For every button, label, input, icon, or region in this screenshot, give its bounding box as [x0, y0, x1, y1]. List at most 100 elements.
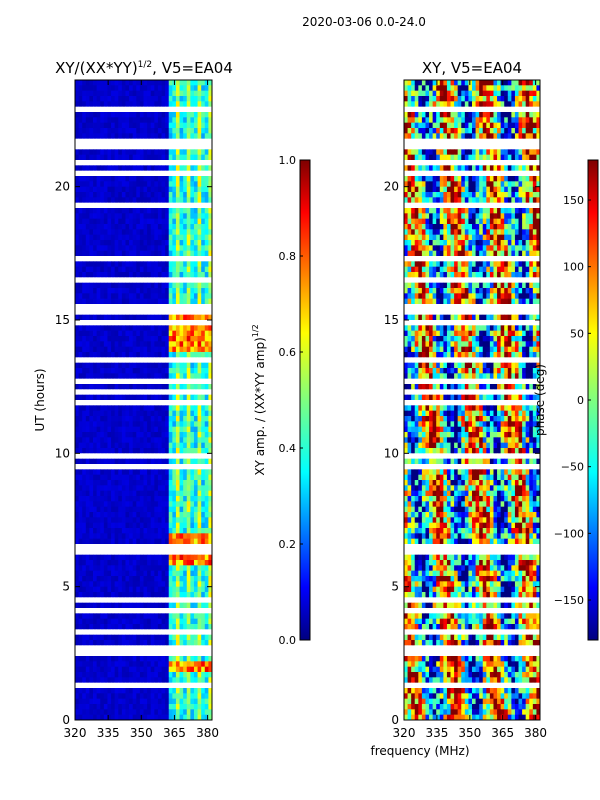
heatmap-cell — [190, 144, 195, 150]
heatmap-cell — [147, 682, 152, 689]
heatmap-cell — [143, 90, 148, 97]
heatmap-cell — [157, 608, 162, 614]
heatmap-cell — [150, 85, 155, 92]
heatmap-cell — [82, 341, 87, 348]
heatmap-cell — [89, 432, 94, 438]
heatmap-cell — [78, 704, 83, 710]
heatmap-cell — [78, 656, 83, 662]
heatmap-cell — [114, 154, 119, 161]
heatmap-cell — [121, 549, 126, 556]
heatmap-cell — [129, 378, 134, 385]
heatmap-cell — [147, 384, 152, 390]
heatmap-cell — [85, 490, 90, 497]
heatmap-cell — [175, 592, 180, 598]
heatmap-cell — [89, 282, 94, 289]
heatmap-cell — [100, 464, 105, 470]
heatmap-cell — [111, 554, 116, 561]
heatmap-cell — [197, 288, 202, 294]
heatmap-cell — [136, 288, 141, 294]
heatmap-cell — [183, 90, 188, 97]
heatmap-cell — [96, 576, 101, 582]
heatmap-cell — [193, 661, 198, 668]
heatmap-cell — [132, 304, 137, 310]
heatmap-cell — [136, 677, 141, 684]
heatmap-cell — [482, 85, 487, 92]
heatmap-cell — [154, 517, 159, 524]
heatmap-cell — [147, 352, 152, 358]
heatmap-cell — [165, 650, 170, 657]
heatmap-cell — [139, 533, 144, 540]
heatmap-cell — [147, 714, 152, 720]
heatmap-cell — [186, 618, 191, 625]
heatmap-cell — [197, 576, 202, 582]
heatmap-cell — [421, 96, 426, 102]
heatmap-cell — [179, 576, 184, 582]
heatmap-cell — [165, 554, 170, 561]
heatmap-cell — [85, 565, 90, 572]
heatmap-cell — [147, 565, 152, 572]
heatmap-cell — [175, 224, 180, 230]
heatmap-cell — [93, 282, 98, 289]
heatmap-cell — [121, 570, 126, 577]
heatmap-cell — [82, 320, 87, 326]
heatmap-cell — [114, 576, 119, 582]
heatmap-cell — [82, 154, 87, 161]
heatmap-cell — [125, 426, 130, 433]
heatmap-cell — [132, 554, 137, 561]
heatmap-cell — [96, 618, 101, 625]
heatmap-cell — [172, 133, 177, 140]
heatmap-cell — [179, 320, 184, 326]
heatmap-cell — [193, 85, 198, 92]
heatmap-cell — [168, 602, 173, 609]
heatmap-cell — [186, 560, 191, 566]
heatmap-cell — [139, 442, 144, 449]
heatmap-cell — [136, 202, 141, 209]
heatmap-cell — [193, 709, 198, 716]
heatmap-cell — [161, 213, 166, 220]
heatmap-cell — [139, 474, 144, 481]
heatmap-cell — [93, 512, 98, 518]
heatmap-cell — [85, 149, 90, 156]
heatmap-cell — [111, 442, 116, 449]
heatmap-cell — [85, 256, 90, 262]
heatmap-cell — [186, 565, 191, 572]
heatmap-cell — [129, 672, 134, 678]
heatmap-cell — [121, 544, 126, 550]
heatmap-cell — [85, 453, 90, 460]
heatmap-cell — [486, 80, 491, 86]
heatmap-cell — [121, 469, 126, 476]
heatmap-cell — [111, 496, 116, 502]
heatmap-cell — [168, 432, 173, 438]
heatmap-cell — [121, 629, 126, 636]
heatmap-cell — [190, 149, 195, 156]
heatmap-cell — [179, 149, 184, 156]
heatmap-cell — [204, 213, 209, 220]
heatmap-cell — [525, 90, 530, 97]
heatmap-cell — [132, 533, 137, 540]
heatmap-cell — [157, 650, 162, 657]
heatmap-cell — [143, 458, 148, 465]
heatmap-cell — [165, 405, 170, 412]
heatmap-cell — [136, 133, 141, 140]
heatmap-cell — [183, 453, 188, 460]
heatmap-cell — [107, 485, 112, 492]
heatmap-cell — [154, 245, 159, 252]
amplitude-heatmap — [75, 80, 212, 720]
heatmap-cell — [75, 133, 80, 140]
heatmap-cell — [136, 106, 141, 113]
heatmap-cell — [175, 250, 180, 257]
heatmap-cell — [147, 512, 152, 518]
heatmap-cell — [208, 714, 212, 720]
heatmap-cell — [93, 490, 98, 497]
heatmap-cell — [100, 266, 105, 273]
heatmap-cell — [511, 90, 516, 97]
heatmap-cell — [125, 714, 130, 720]
heatmap-cell — [129, 613, 134, 620]
heatmap-cell — [96, 325, 101, 332]
heatmap-cell — [201, 138, 206, 145]
heatmap-cell — [125, 384, 130, 390]
heatmap-cell — [75, 458, 80, 465]
heatmap-cell — [93, 314, 98, 321]
heatmap-cell — [114, 661, 119, 668]
heatmap-cell — [186, 197, 191, 204]
